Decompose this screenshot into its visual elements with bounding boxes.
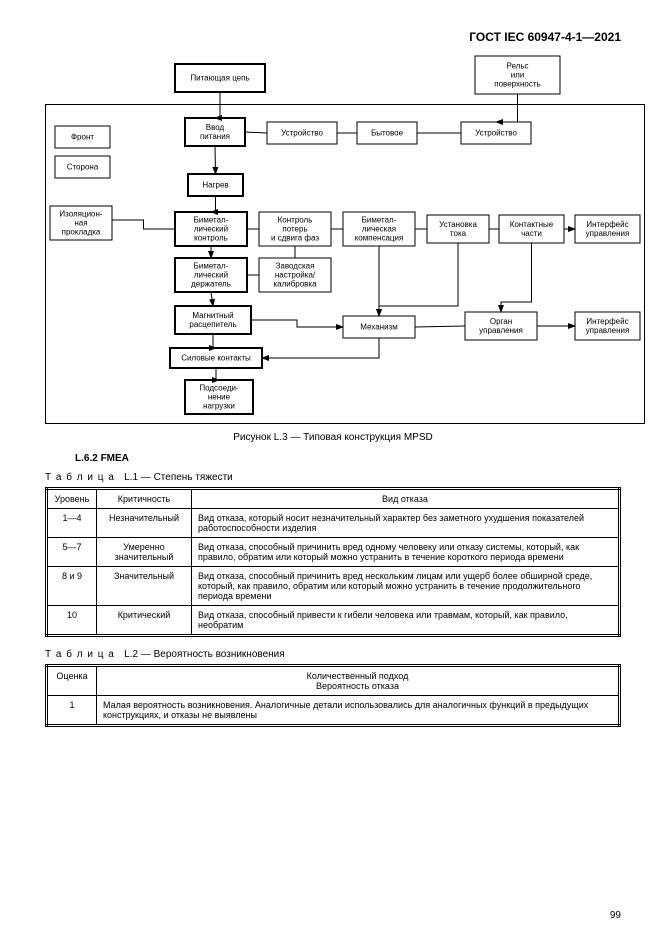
svg-text:Устройство: Устройство bbox=[475, 129, 517, 138]
svg-text:Интерфейс: Интерфейс bbox=[586, 317, 628, 326]
page-number: 99 bbox=[610, 910, 621, 921]
node-ctrlif2: Интерфейсуправления bbox=[575, 312, 640, 340]
svg-text:Бытовое: Бытовое bbox=[371, 129, 404, 138]
node-front: Фронт bbox=[55, 126, 110, 148]
node-loadconn: Подсоеди-нениенагрузки bbox=[185, 380, 253, 414]
svg-text:Установка: Установка bbox=[439, 220, 477, 229]
svg-text:Контактные: Контактные bbox=[510, 220, 554, 229]
node-bimcomp: Биметал-лическаякомпенсация bbox=[343, 212, 415, 246]
svg-text:Фронт: Фронт bbox=[71, 133, 94, 142]
svg-text:ная: ная bbox=[74, 219, 87, 228]
svg-text:Заводская: Заводская bbox=[276, 262, 315, 271]
node-heater: Нагрев bbox=[188, 174, 243, 196]
doc-header: ГОСТ IEC 60947-4-1—2021 bbox=[45, 30, 621, 44]
table-row: 1Малая вероятность возникновения. Аналог… bbox=[47, 696, 620, 726]
table-header: Уровень bbox=[47, 489, 97, 509]
node-factory: Заводскаянастройка/калибровка bbox=[259, 258, 331, 292]
svg-text:держатель: держатель bbox=[191, 280, 231, 289]
svg-text:Механизм: Механизм bbox=[360, 323, 397, 332]
table-severity: УровеньКритичностьВид отказа 1—4Незначит… bbox=[45, 487, 621, 637]
svg-text:поверхность: поверхность bbox=[494, 80, 540, 89]
section-title: L.6.2 FMEA bbox=[75, 453, 621, 464]
diagram: Питающая цепь Рельсилиповерхность Фронт Сто… bbox=[45, 54, 645, 426]
svg-text:Магнитный: Магнитный bbox=[192, 311, 233, 320]
node-gasket: Изоляцион-наяпрокладка bbox=[50, 206, 112, 240]
node-ctrlif1: Интерфейсуправления bbox=[575, 215, 640, 243]
svg-text:лический: лический bbox=[194, 271, 228, 280]
svg-text:нагрузки: нагрузки bbox=[203, 402, 235, 411]
table-header: Критичность bbox=[97, 489, 192, 509]
node-pwrcont: Силовые контакты bbox=[170, 348, 262, 368]
node-bimhold: Биметал-лическийдержатель bbox=[175, 258, 247, 292]
svg-text:или: или bbox=[511, 71, 525, 80]
node-dev2: Устройство bbox=[461, 122, 531, 144]
svg-text:тока: тока bbox=[450, 229, 467, 238]
svg-text:Сторона: Сторона bbox=[67, 163, 99, 172]
svg-text:расцепитель: расцепитель bbox=[189, 320, 236, 329]
svg-text:контроль: контроль bbox=[194, 234, 228, 243]
table-header: Вид отказа bbox=[192, 489, 620, 509]
node-input: Вводпитания bbox=[185, 118, 245, 146]
svg-text:Биметал-: Биметал- bbox=[194, 262, 229, 271]
svg-text:управления: управления bbox=[586, 229, 630, 238]
svg-text:Изоляцион-: Изоляцион- bbox=[59, 210, 103, 219]
table1-title: Т а б л и ц а L.1 — Степень тяжести bbox=[45, 472, 621, 483]
table-probability: ОценкаКоличественный подходВероятность о… bbox=[45, 664, 621, 727]
node-mech: Механизм bbox=[343, 316, 415, 338]
node-curset: Установкатока bbox=[427, 215, 489, 243]
svg-text:управления: управления bbox=[586, 326, 630, 335]
table-header: Количественный подходВероятность отказа bbox=[97, 666, 620, 696]
svg-text:Нагрев: Нагрев bbox=[202, 181, 228, 190]
svg-text:Подсоеди-: Подсоеди- bbox=[199, 384, 239, 393]
node-bimctrl: Биметал-лическийконтроль bbox=[175, 212, 247, 246]
svg-text:питания: питания bbox=[200, 132, 230, 141]
node-domestic: Бытовое bbox=[357, 122, 417, 144]
svg-text:Интерфейс: Интерфейс bbox=[586, 220, 628, 229]
node-rail: Рельсилиповерхность bbox=[475, 56, 560, 94]
svg-text:Контроль: Контроль bbox=[278, 216, 313, 225]
table-header: Оценка bbox=[47, 666, 97, 696]
svg-text:нение: нение bbox=[208, 393, 231, 402]
node-supply: Питающая цепь bbox=[175, 64, 265, 92]
svg-text:компенсация: компенсация bbox=[355, 234, 404, 243]
node-side: Сторона bbox=[55, 156, 110, 178]
table2-title: Т а б л и ц а L.2 — Вероятность возникно… bbox=[45, 649, 621, 660]
table-row: 10КритическийВид отказа, способный приве… bbox=[47, 606, 620, 636]
svg-text:лический: лический bbox=[194, 225, 228, 234]
svg-text:Ввод: Ввод bbox=[206, 123, 225, 132]
svg-text:Орган: Орган bbox=[490, 317, 512, 326]
table-row: 8 и 9ЗначительныйВид отказа, способный п… bbox=[47, 567, 620, 606]
svg-text:Рельс: Рельс bbox=[506, 62, 528, 71]
node-ctrlorg: Органуправления bbox=[465, 312, 537, 340]
svg-text:Устройство: Устройство bbox=[281, 129, 323, 138]
svg-text:Питающая цепь: Питающая цепь bbox=[190, 74, 249, 83]
svg-text:Биметал-: Биметал- bbox=[194, 216, 229, 225]
svg-text:управления: управления bbox=[479, 326, 523, 335]
svg-text:Биметал-: Биметал- bbox=[362, 216, 397, 225]
svg-text:части: части bbox=[521, 229, 542, 238]
node-contacts: Контактныечасти bbox=[499, 215, 564, 243]
svg-text:Силовые контакты: Силовые контакты bbox=[181, 354, 251, 363]
node-magtrip: Магнитныйрасцепитель bbox=[175, 306, 251, 334]
svg-text:прокладка: прокладка bbox=[62, 228, 101, 237]
svg-text:калибровка: калибровка bbox=[273, 280, 317, 289]
table-row: 1—4НезначительныйВид отказа, который нос… bbox=[47, 509, 620, 538]
svg-text:лическая: лическая bbox=[362, 225, 396, 234]
table-row: 5—7УмереннозначительныйВид отказа, спосо… bbox=[47, 538, 620, 567]
svg-text:и сдвига фаз: и сдвига фаз bbox=[271, 234, 319, 243]
node-lossctrl: Контрольпотерьи сдвига фаз bbox=[259, 212, 331, 246]
svg-text:настройка/: настройка/ bbox=[275, 271, 316, 280]
node-dev1: Устройство bbox=[267, 122, 337, 144]
svg-text:потерь: потерь bbox=[282, 225, 307, 234]
figure-caption: Рисунок L.3 — Типовая конструкция MPSD bbox=[45, 432, 621, 443]
